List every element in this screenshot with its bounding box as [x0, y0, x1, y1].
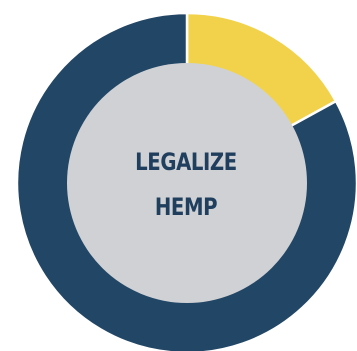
donut-center-hole — [67, 63, 307, 303]
center-label-line-2: HEMP — [154, 193, 218, 221]
center-label-line-1: LEGALIZE — [135, 148, 237, 176]
donut-center-label: LEGALIZE HEMP — [106, 140, 267, 230]
